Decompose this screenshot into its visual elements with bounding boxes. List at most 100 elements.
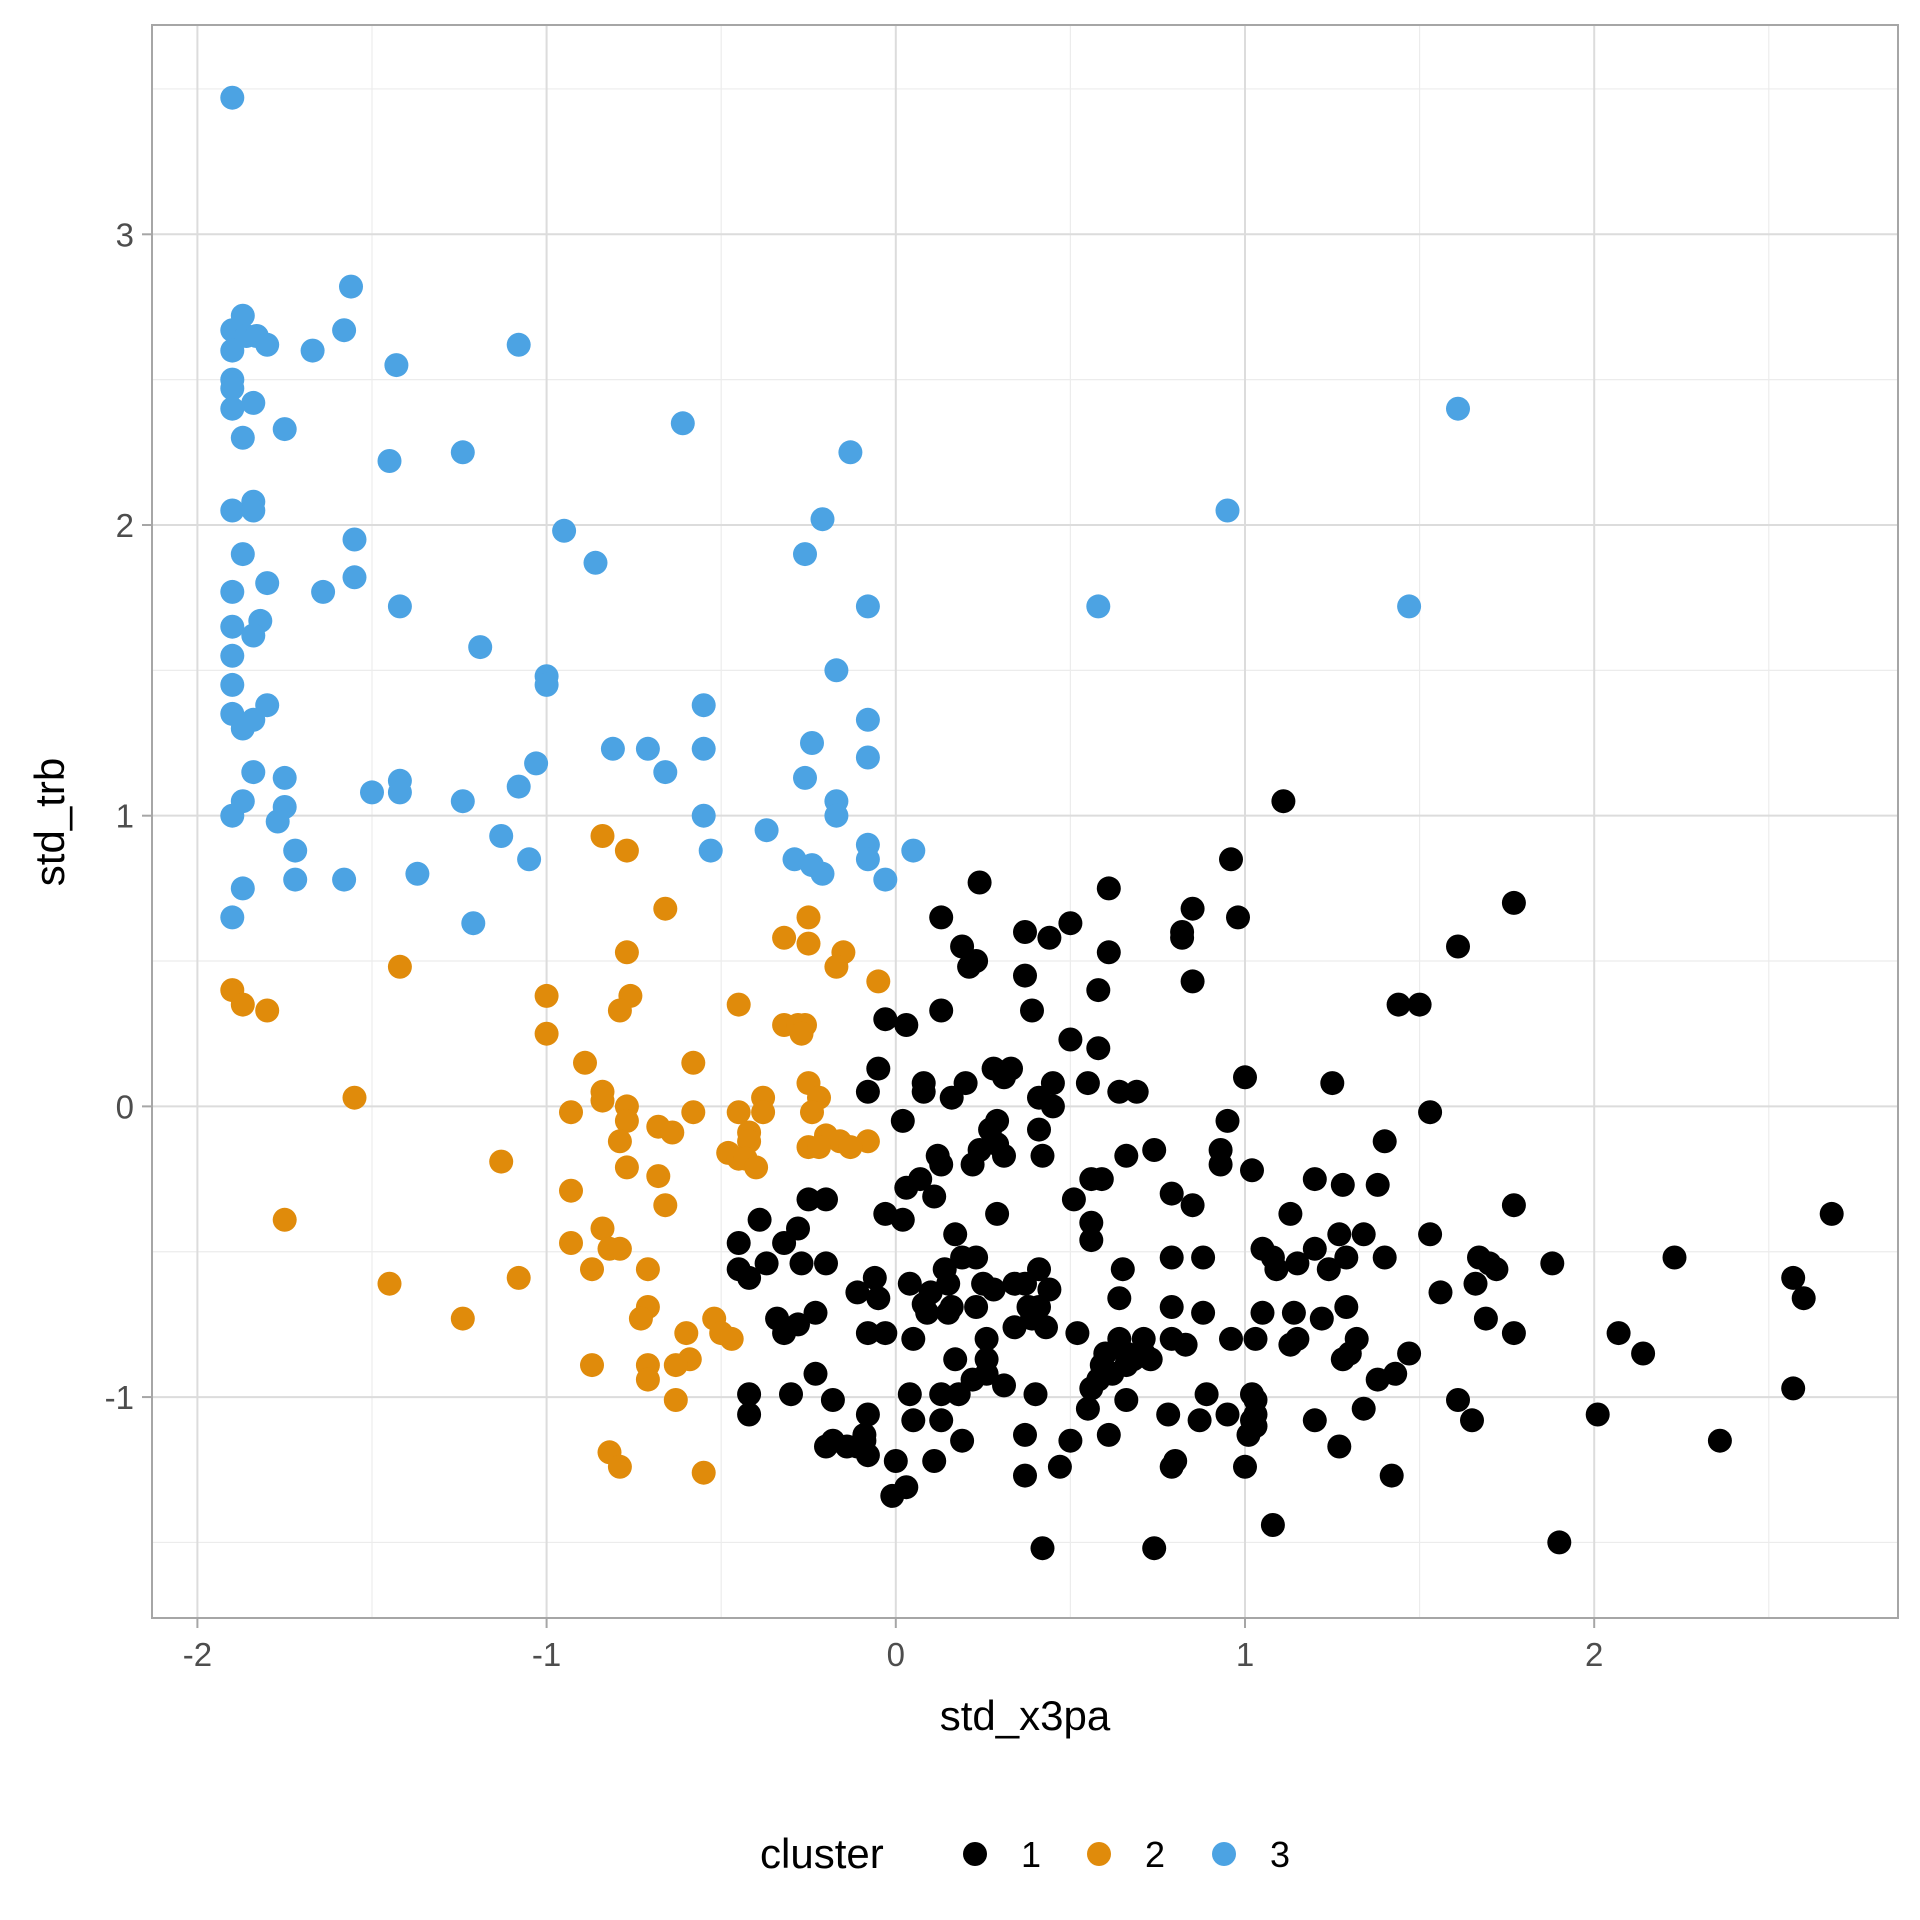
- data-point: [866, 1056, 891, 1081]
- data-point: [1240, 1158, 1264, 1183]
- data-point: [855, 707, 880, 732]
- data-point: [855, 847, 880, 872]
- data-point: [450, 440, 475, 465]
- data-point: [981, 1277, 1006, 1302]
- data-point: [894, 1175, 919, 1200]
- data-point: [1460, 1408, 1484, 1433]
- data-point: [405, 861, 430, 886]
- data-point: [1606, 1321, 1631, 1346]
- data-point: [737, 1382, 762, 1407]
- data-point: [691, 803, 716, 828]
- data-point: [890, 1207, 915, 1232]
- x-tick-label: 1: [1236, 1636, 1254, 1673]
- y-tick-label: 1: [116, 798, 134, 835]
- data-point: [681, 1100, 706, 1125]
- data-point: [220, 396, 245, 421]
- data-point: [1383, 1361, 1408, 1386]
- data-point: [506, 774, 531, 799]
- data-point: [377, 1271, 402, 1296]
- data-point: [1631, 1341, 1656, 1366]
- data-point: [1379, 1463, 1404, 1488]
- data-point: [873, 1321, 898, 1346]
- data-point: [1194, 1382, 1219, 1407]
- data-point: [1540, 1251, 1565, 1276]
- data-point: [915, 1300, 940, 1325]
- series-1: [726, 789, 1844, 1561]
- data-point: [911, 1079, 936, 1104]
- data-point: [311, 579, 336, 604]
- data-point: [1260, 1513, 1285, 1537]
- data-point: [1285, 1251, 1310, 1276]
- data-point: [220, 498, 245, 523]
- data-point: [1027, 1117, 1051, 1142]
- data-point: [220, 643, 245, 668]
- data-point: [929, 998, 954, 1023]
- data-point: [220, 85, 245, 110]
- data-point: [929, 1408, 954, 1433]
- data-point: [614, 1155, 639, 1180]
- data-point: [1075, 1071, 1100, 1096]
- data-point: [1096, 1422, 1121, 1447]
- data-point: [450, 1306, 475, 1331]
- data-point: [803, 1361, 828, 1386]
- data-point: [1226, 905, 1250, 930]
- data-point: [1418, 1100, 1443, 1125]
- data-point: [241, 390, 266, 415]
- data-point: [814, 1187, 838, 1212]
- data-point: [1096, 876, 1121, 901]
- series-3: [220, 85, 1470, 936]
- data-point: [922, 1184, 947, 1209]
- data-point: [1791, 1286, 1816, 1311]
- data-point: [663, 1388, 688, 1412]
- data-point: [517, 847, 542, 872]
- data-point: [883, 1449, 908, 1473]
- data-point: [803, 1300, 828, 1325]
- data-point: [1142, 1138, 1167, 1162]
- data-point: [1473, 1306, 1498, 1331]
- data-point: [1330, 1172, 1355, 1197]
- data-point: [1397, 594, 1422, 619]
- data-point: [360, 780, 384, 805]
- legend-key-2: [1087, 1842, 1111, 1866]
- data-point: [559, 1178, 583, 1203]
- data-point: [946, 1382, 971, 1407]
- data-point: [220, 905, 245, 930]
- data-point: [1058, 1027, 1083, 1052]
- data-point: [377, 449, 402, 473]
- data-point: [1086, 1036, 1111, 1061]
- data-point: [590, 1216, 615, 1241]
- data-point: [534, 1021, 559, 1046]
- data-point: [1013, 920, 1037, 944]
- data-point: [960, 1152, 985, 1177]
- data-point: [737, 1402, 762, 1427]
- data-point: [1058, 911, 1083, 936]
- data-point: [862, 1265, 887, 1290]
- data-point: [691, 1460, 716, 1485]
- data-point: [387, 954, 412, 979]
- grid-minor: [152, 25, 1898, 1618]
- data-point: [614, 1108, 639, 1133]
- data-point: [590, 1088, 615, 1113]
- data-point: [272, 417, 297, 442]
- data-point: [1107, 1286, 1132, 1311]
- data-point: [635, 1367, 660, 1392]
- data-point: [506, 332, 531, 357]
- data-point: [974, 1326, 999, 1351]
- data-point: [241, 498, 266, 523]
- data-point: [1187, 1408, 1212, 1433]
- data-point: [985, 1201, 1010, 1226]
- legend-label-1: 1: [1021, 1834, 1041, 1875]
- data-point: [635, 736, 660, 761]
- data-point: [1037, 925, 1062, 950]
- data-point: [890, 1108, 915, 1133]
- data-point: [1219, 847, 1243, 872]
- data-point: [897, 1382, 922, 1407]
- data-point: [450, 789, 475, 814]
- data-point: [384, 353, 409, 378]
- data-point: [793, 765, 817, 790]
- data-point: [524, 751, 549, 776]
- data-point: [230, 425, 255, 450]
- data-point: [1065, 1321, 1090, 1346]
- data-point: [1418, 1222, 1443, 1247]
- data-point: [461, 911, 486, 936]
